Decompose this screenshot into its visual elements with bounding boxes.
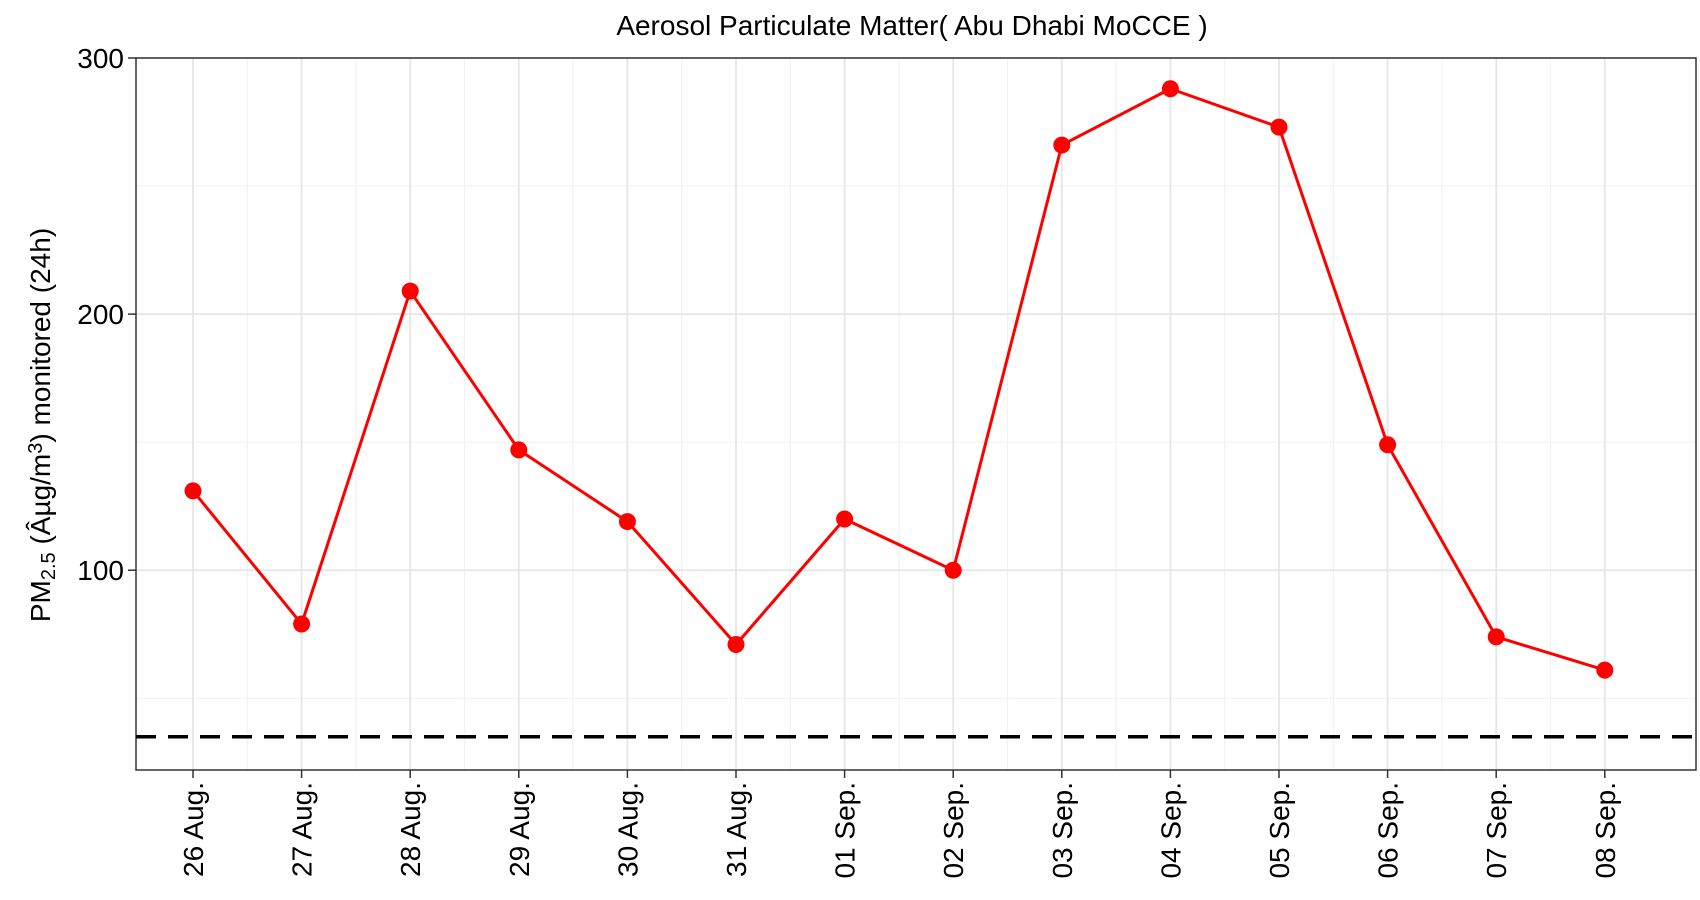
- y-axis: 100 200 300: [77, 43, 136, 586]
- data-point: [401, 282, 419, 300]
- x-tick-label: 02 Sep.: [938, 782, 969, 879]
- data-point: [727, 636, 745, 654]
- y-axis-label-subscript: 2.5: [38, 552, 60, 580]
- x-tick-label: 28 Aug.: [395, 782, 426, 877]
- x-tick-label: 07 Sep.: [1481, 782, 1512, 879]
- x-tick-label: 08 Sep.: [1590, 782, 1621, 879]
- data-point: [293, 615, 311, 633]
- x-tick-label: 26 Aug.: [178, 782, 209, 877]
- x-tick-label: 27 Aug.: [287, 782, 318, 877]
- x-tick-label: 06 Sep.: [1373, 782, 1404, 879]
- x-tick-label: 05 Sep.: [1264, 782, 1295, 879]
- data-point: [1487, 628, 1505, 646]
- y-tick-label: 200: [77, 299, 124, 330]
- data-point: [1161, 80, 1179, 98]
- data-point: [184, 482, 202, 500]
- y-axis-label-suffix: ) monitored (24h): [25, 228, 56, 443]
- x-tick-label: 03 Sep.: [1047, 782, 1078, 879]
- chart-title: Aerosol Particulate Matter( Abu Dhabi Mo…: [616, 10, 1207, 41]
- x-axis: 26 Aug. 27 Aug. 28 Aug. 29 Aug. 30 Aug. 31 Au…: [178, 770, 1621, 879]
- series-line-group: [191, 87, 1606, 672]
- y-tick-label: 300: [77, 43, 124, 74]
- y-axis-label-prefix: PM: [25, 580, 56, 622]
- x-tick-label: 04 Sep.: [1155, 782, 1186, 879]
- data-point: [836, 510, 854, 528]
- data-point: [618, 513, 636, 531]
- y-axis-label: PM2.5 (Âµg/m3) monitored (24h): [25, 228, 60, 622]
- x-tick-label: 30 Aug.: [612, 782, 643, 877]
- y-tick-label: 100: [77, 555, 124, 586]
- x-tick-label: 29 Aug.: [504, 782, 535, 877]
- data-point: [1379, 436, 1397, 454]
- plot-border: [135, 57, 1697, 771]
- y-axis-label-superscript: 3: [25, 443, 47, 454]
- data-point: [1270, 118, 1288, 136]
- data-point: [944, 561, 962, 579]
- x-tick-label: 31 Aug.: [721, 782, 752, 877]
- data-point: [510, 441, 528, 459]
- minor-grid: [136, 58, 1696, 770]
- y-axis-label-middle: (Âµg/m: [25, 454, 56, 553]
- x-tick-label: 01 Sep.: [830, 782, 861, 879]
- data-point: [1053, 136, 1071, 154]
- data-point: [1596, 661, 1614, 679]
- series-line: [191, 87, 1606, 672]
- data-points: [184, 80, 1614, 679]
